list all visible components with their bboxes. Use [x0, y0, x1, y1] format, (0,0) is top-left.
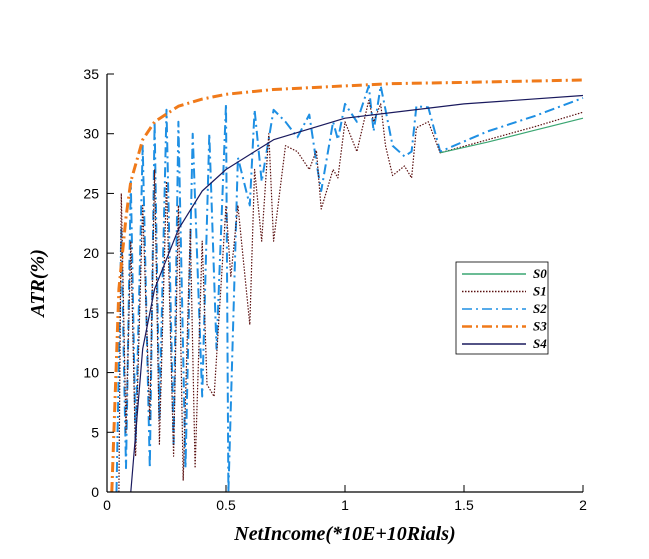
series-layer [110, 78, 584, 493]
legend-label-s3: S3 [533, 319, 547, 334]
legend-entries: S0 S1 S2 S3 S4 [462, 266, 547, 351]
y-tick-label: 20 [83, 245, 99, 261]
x-tick-label: 0.5 [216, 497, 236, 513]
y-ticks: 0 5 10 15 20 25 30 35 [83, 66, 114, 500]
y-tick-label: 30 [83, 126, 99, 142]
legend-label-s4: S4 [533, 336, 547, 351]
series-line-s0 [440, 117, 584, 154]
x-tick-label: 1 [341, 497, 349, 513]
series-line-s1 [118, 99, 584, 493]
x-axis-title: NetIncome(*10E+10Rials) [233, 523, 455, 545]
x-ticks: 0 0.5 1 1.5 2 [103, 485, 587, 513]
y-axis-title: ATR(%) [27, 249, 49, 319]
series-line-s4 [130, 94, 584, 493]
y-tick-label: 5 [91, 424, 99, 440]
series-line-s3 [110, 78, 584, 493]
y-tick-label: 35 [83, 66, 99, 82]
y-tick-label: 0 [91, 484, 99, 500]
x-tick-label: 1.5 [454, 497, 474, 513]
legend-label-s0: S0 [533, 266, 547, 281]
x-tick-label: 2 [579, 497, 587, 513]
legend: S0 S1 S2 S3 S4 [455, 261, 549, 355]
legend-box [455, 261, 549, 355]
legend-label-s2: S2 [533, 301, 547, 316]
legend-label-s1: S1 [533, 284, 547, 299]
x-tick-label: 0 [103, 497, 111, 513]
y-tick-label: 10 [83, 365, 99, 381]
y-tick-label: 25 [83, 185, 99, 201]
y-tick-label: 15 [83, 305, 99, 321]
